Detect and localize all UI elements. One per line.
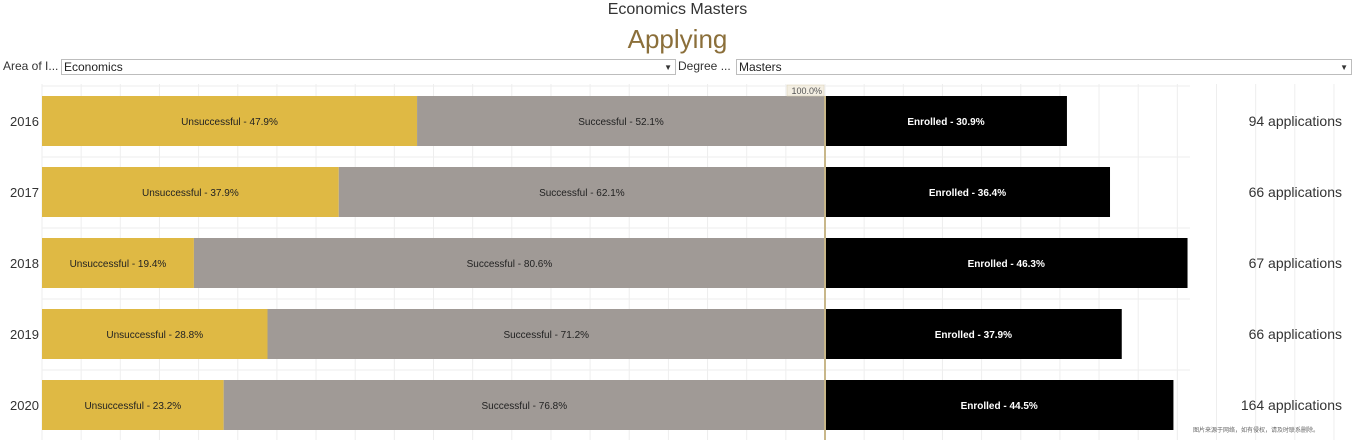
degree-filter-label: Degree ...: [678, 59, 731, 73]
chart-subtitle: Applying: [627, 24, 728, 54]
unsuccessful-label: Unsuccessful - 47.9%: [181, 117, 278, 128]
successful-label: Successful - 76.8%: [482, 401, 568, 412]
successful-label: Successful - 62.1%: [539, 188, 625, 199]
year-label: 2019: [10, 327, 39, 342]
unsuccessful-bar: [42, 238, 194, 288]
area-filter-value: Economics: [64, 60, 123, 74]
enrolled-bar: [825, 309, 1122, 359]
applications-count: 67 applications: [1249, 255, 1342, 271]
year-label: 2017: [10, 185, 39, 200]
enrolled-bar: [825, 238, 1188, 288]
successful-label: Successful - 80.6%: [467, 259, 553, 270]
reference-label-box: [786, 84, 825, 97]
stacked-bar-chart: 2016 Unsuccessful - 47.9% Successful - 52.…: [10, 84, 1342, 440]
unsuccessful-bar: [42, 380, 224, 430]
enrolled-label: Enrolled - 36.4%: [929, 188, 1006, 199]
applications-count: 66 applications: [1249, 184, 1342, 200]
successful-bar: [338, 167, 825, 217]
enrolled-bar: [825, 167, 1111, 217]
applications-count: 94 applications: [1249, 113, 1342, 129]
dashboard-title: Economics Masters: [607, 1, 748, 18]
applications-count: 66 applications: [1249, 326, 1342, 342]
successful-label: Successful - 71.2%: [503, 330, 589, 341]
successful-bar: [223, 380, 825, 430]
unsuccessful-label: Unsuccessful - 28.8%: [106, 330, 203, 341]
unsuccessful-label: Unsuccessful - 19.4%: [70, 259, 167, 270]
reference-label: 100.0%: [791, 86, 822, 96]
successful-bar: [267, 309, 825, 359]
chevron-down-icon: ▼: [664, 63, 672, 72]
enrolled-bar: [825, 96, 1067, 146]
enrolled-label: Enrolled - 37.9%: [935, 330, 1012, 341]
successful-bar: [193, 238, 826, 288]
enrolled-label: Enrolled - 46.3%: [968, 259, 1045, 270]
enrolled-bar: [825, 380, 1174, 430]
unsuccessful-bar: [42, 309, 268, 359]
area-filter-label: Area of I...: [3, 59, 59, 73]
unsuccessful-label: Unsuccessful - 23.2%: [84, 401, 181, 412]
year-label: 2020: [10, 398, 39, 413]
successful-label: Successful - 52.1%: [578, 117, 664, 128]
chevron-down-icon: ▼: [1340, 63, 1348, 72]
unsuccessful-bar: [42, 167, 339, 217]
year-label: 2018: [10, 256, 39, 271]
applications-count: 164 applications: [1241, 397, 1342, 413]
year-label: 2016: [10, 114, 39, 129]
unsuccessful-bar: [42, 96, 418, 146]
enrolled-label: Enrolled - 30.9%: [907, 117, 984, 128]
enrolled-label: Enrolled - 44.5%: [961, 401, 1038, 412]
watermark-text: 图片来源于网络，如有侵权，请及时联系删除。: [1192, 428, 1319, 434]
unsuccessful-label: Unsuccessful - 37.9%: [142, 188, 239, 199]
degree-filter-select[interactable]: Masters ▼: [736, 59, 1352, 75]
successful-bar: [417, 96, 825, 146]
area-filter-select[interactable]: Economics ▼: [61, 59, 676, 75]
degree-filter-value: Masters: [739, 60, 782, 74]
